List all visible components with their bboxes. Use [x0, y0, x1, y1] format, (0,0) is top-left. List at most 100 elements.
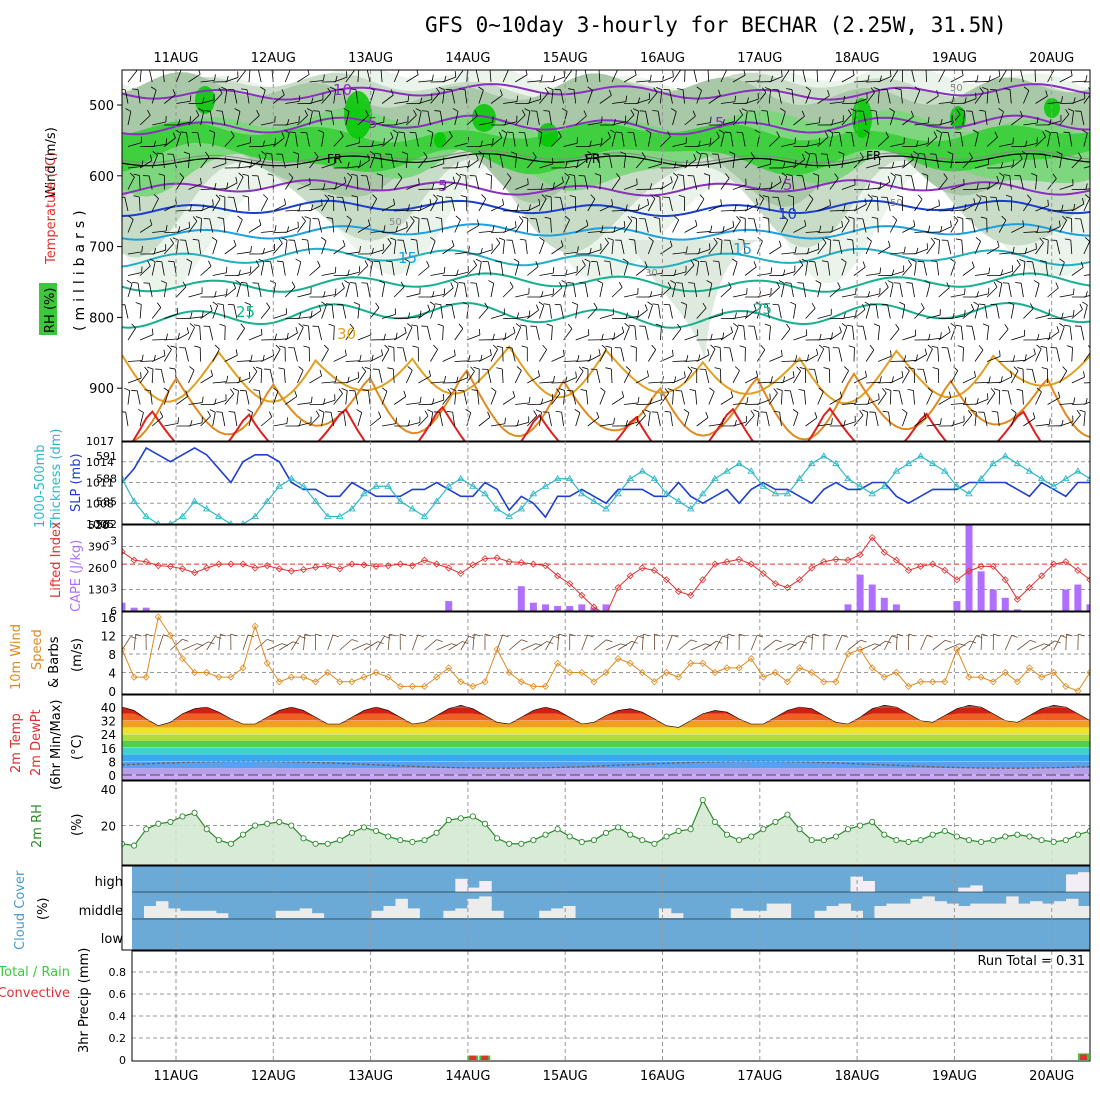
wind10-barb: [509, 640, 521, 650]
wind10-barb: [521, 644, 536, 650]
wind10-barb: [388, 634, 389, 650]
date-label: 18AUG: [835, 51, 880, 66]
contour-label: 15: [398, 249, 417, 267]
wind10-barb: [533, 641, 547, 650]
date-label: 13AUG: [348, 51, 393, 66]
tick-label: 16: [101, 742, 116, 756]
contour-label: 25: [236, 303, 255, 321]
contour-label: 5: [783, 176, 793, 194]
cloud-mid: [815, 911, 827, 918]
cloud-mid: [276, 911, 288, 918]
temp-band: [122, 734, 1090, 741]
wind-barb-flag: [141, 372, 142, 378]
cape-bar: [1062, 590, 1069, 612]
wind-barb-flag: [335, 289, 336, 295]
cloud-mid: [192, 911, 204, 918]
wind10-barb: [1042, 641, 1055, 650]
rh-marker: [918, 838, 923, 843]
rh-marker: [156, 821, 161, 826]
rh-marker: [144, 827, 149, 832]
wind-barb-flag: [927, 243, 928, 249]
cloud-mid: [898, 904, 910, 918]
cloud-mid: [1090, 901, 1100, 918]
tick-label: 0.4: [109, 1010, 127, 1023]
wind-barb-flag: [1029, 67, 1035, 68]
contour-label: 15: [733, 240, 752, 258]
cloud-mid: [144, 906, 156, 918]
rh-marker: [519, 841, 524, 846]
date-label: 11AUG: [153, 51, 198, 66]
cloud-mid: [407, 908, 419, 918]
rh-marker: [361, 825, 366, 830]
rh-marker: [1003, 834, 1008, 839]
rh-marker: [277, 819, 282, 824]
rh-marker: [858, 823, 863, 828]
rh-marker: [543, 832, 548, 837]
cloud-ylabel-b: (%): [36, 898, 51, 921]
rh-marker: [652, 841, 657, 846]
wind-barb-flag: [298, 222, 299, 228]
wind10-barb-flag: [1030, 640, 1036, 642]
wind10-barb-flag: [352, 639, 358, 641]
cloud-high: [862, 881, 874, 892]
rh-marker: [470, 814, 475, 819]
rh-marker: [434, 830, 439, 835]
wind-barb-flag: [1098, 182, 1099, 188]
wind10-barb: [279, 642, 293, 650]
rh-marker: [688, 827, 693, 832]
tick-label: 600: [89, 170, 114, 185]
cloud-mid: [288, 911, 300, 918]
rh-marker: [386, 834, 391, 839]
lifted-line: [122, 538, 1090, 615]
rh-marker: [797, 827, 802, 832]
upper-ylabel-temp: Temperature (°C): [44, 152, 59, 265]
precip-bar-conv: [1092, 1047, 1099, 1060]
rh-marker: [567, 834, 572, 839]
wind10-barb: [340, 639, 352, 650]
precip-run-total: Run Total = 0.31: [977, 954, 1085, 969]
precip-grid: [132, 951, 1090, 1061]
tick-label: 32: [101, 715, 116, 729]
wind10-ylabel-d: (m/s): [70, 638, 85, 672]
date-label: 18AUG: [835, 1069, 880, 1084]
cape-frame: [122, 525, 1090, 611]
rh2m-ylabel-b: (%): [70, 814, 85, 837]
tick-label: 0: [110, 558, 117, 571]
wind10-barb: [679, 640, 691, 650]
rh-marker: [301, 836, 306, 841]
wind10-barb: [933, 640, 946, 650]
contour-label: 30: [337, 325, 356, 343]
cloud-ylabel-a: Cloud Cover: [13, 870, 28, 950]
cloud-high: [1090, 872, 1100, 892]
cloud-mid: [300, 908, 312, 918]
rh-marker: [845, 827, 850, 832]
wind10-barb: [243, 635, 248, 650]
cloud-mid: [779, 904, 791, 918]
cloud-mid: [1042, 904, 1054, 918]
cloud-mid: [731, 908, 743, 918]
cloud-high: [1078, 872, 1090, 892]
cape-ylabel-cape: CAPE (J/kg): [69, 540, 84, 612]
cloud-mid: [156, 901, 168, 918]
cloud-mid: [216, 913, 228, 918]
wind10-barb: [896, 634, 897, 650]
date-label: 20AUG: [1029, 51, 1074, 66]
wind-barb-flag: [897, 66, 903, 68]
slp-ylabel-thickness-b: Thickness (dm): [49, 429, 64, 529]
wind10-barb-flag: [1097, 635, 1100, 637]
wind10-barb: [1005, 635, 1011, 650]
wind10-barb: [437, 644, 452, 650]
wind-barb-flag: [613, 65, 618, 69]
cape-bar: [566, 606, 573, 611]
rh-marker: [446, 817, 451, 822]
rh-marker: [870, 819, 875, 824]
rh-marker: [894, 838, 899, 843]
temp-band: [122, 768, 1090, 775]
rh-marker: [1039, 838, 1044, 843]
rh-marker: [833, 834, 838, 839]
precip-bar-conv: [481, 1056, 488, 1060]
